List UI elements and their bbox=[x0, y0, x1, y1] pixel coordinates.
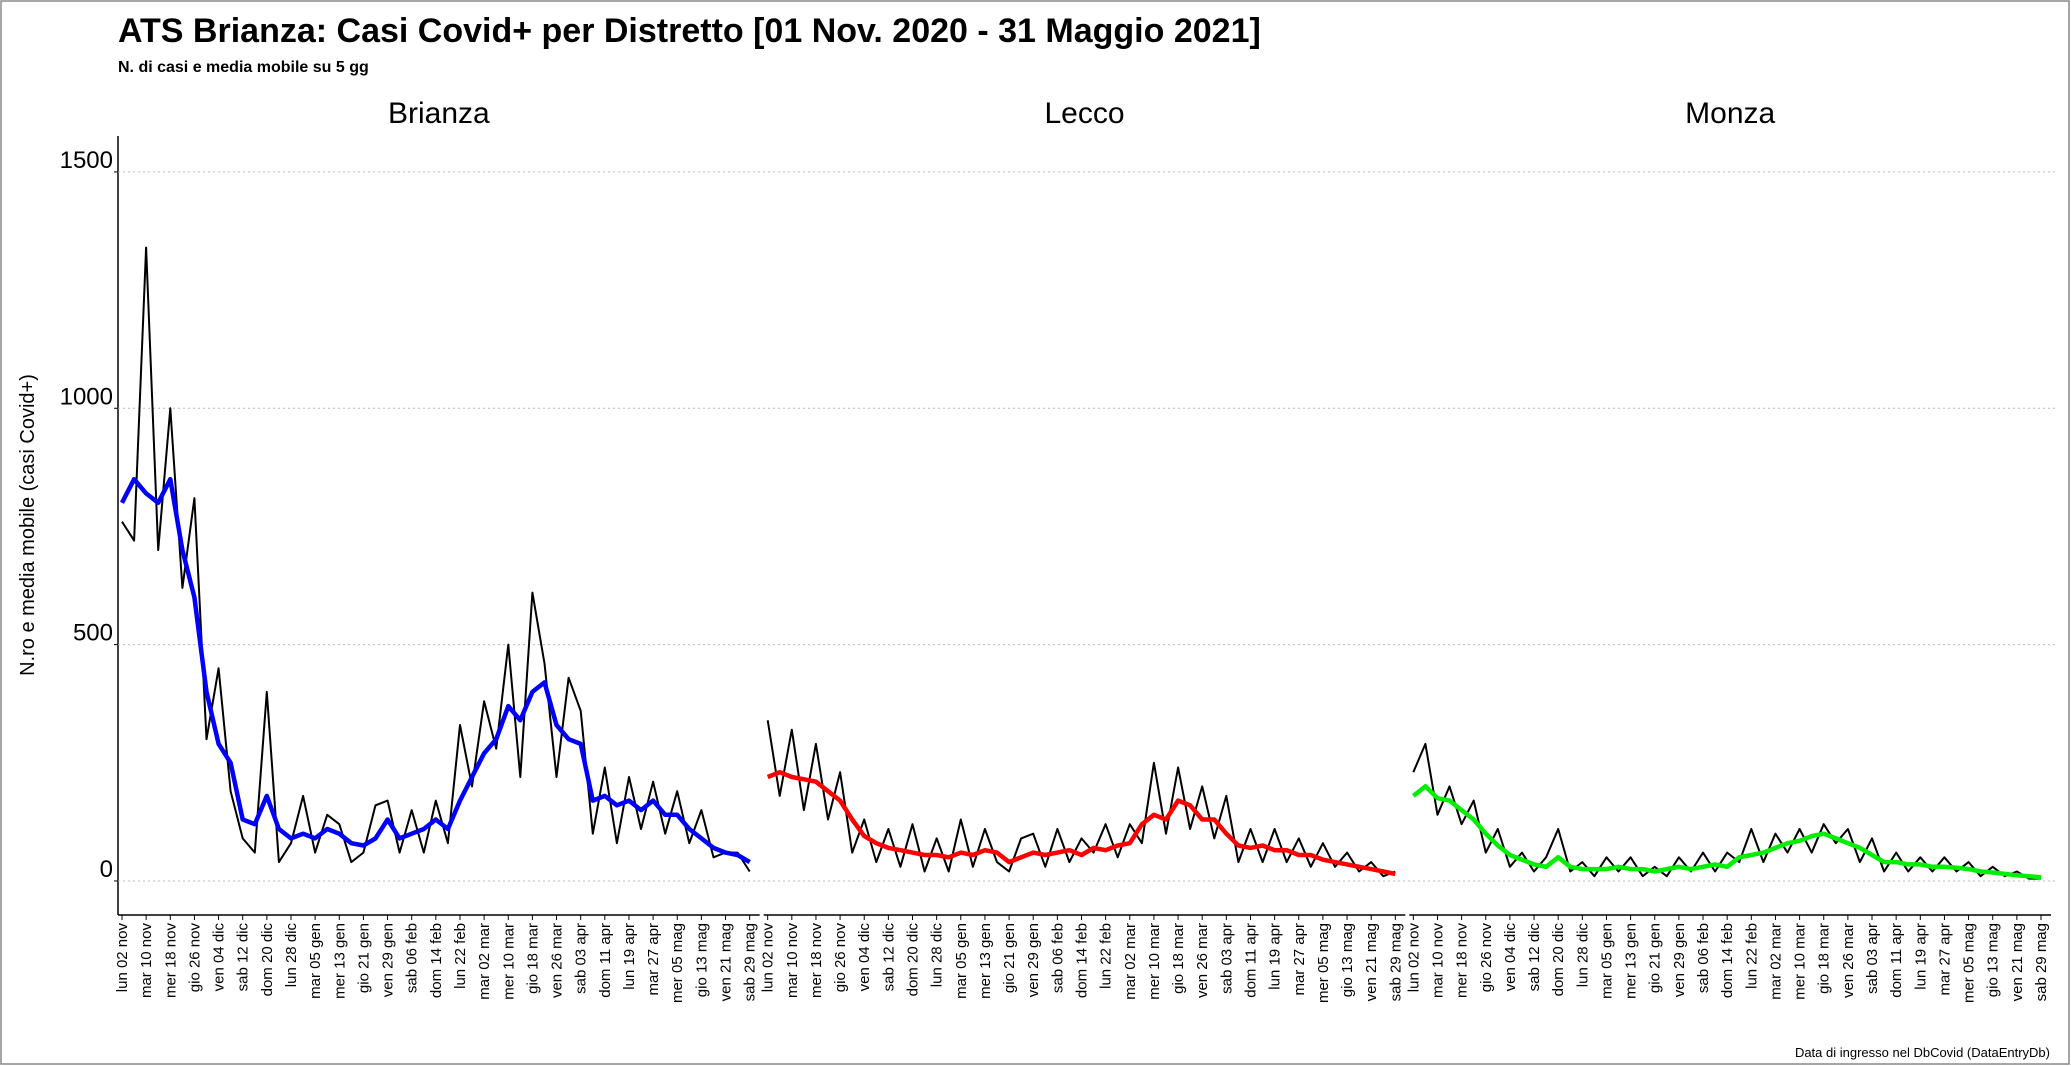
x-tick-label: sab 12 dic bbox=[880, 923, 897, 992]
x-tick-label: sab 29 mag bbox=[2033, 923, 2050, 1001]
y-tick-label: 0 bbox=[100, 856, 113, 883]
x-tick-label: mar 05 gen bbox=[307, 923, 324, 999]
x-tick-label: dom 14 feb bbox=[1719, 923, 1736, 998]
x-tick-label: mar 05 gen bbox=[953, 923, 970, 999]
x-tick-label: ven 26 mar bbox=[549, 923, 566, 998]
x-tick-label: mar 05 gen bbox=[1598, 923, 1615, 999]
x-tick-label: lun 02 nov bbox=[760, 923, 777, 993]
x-tick-label: mar 27 apr bbox=[1936, 923, 1953, 996]
x-tick-label: dom 20 dic bbox=[259, 923, 276, 997]
x-tick-label: ven 21 mag bbox=[1363, 923, 1380, 1001]
x-tick-label: gio 13 mag bbox=[1985, 923, 2002, 997]
x-tick-label: ven 21 mag bbox=[2009, 923, 2026, 1001]
x-tick-label: mar 10 nov bbox=[784, 923, 801, 999]
panel-title: Brianza bbox=[388, 97, 490, 130]
x-tick-label: dom 14 feb bbox=[428, 923, 445, 998]
x-tick-label: ven 26 mar bbox=[1840, 923, 1857, 998]
x-tick-label: lun 19 apr bbox=[621, 923, 638, 990]
x-tick-label: ven 29 gen bbox=[1025, 923, 1042, 997]
x-tick-label: sab 06 feb bbox=[1695, 923, 1712, 993]
x-tick-label: lun 28 dic bbox=[1574, 923, 1591, 988]
x-tick-label: dom 20 dic bbox=[1550, 923, 1567, 997]
x-tick-label: dom 20 dic bbox=[905, 923, 922, 997]
x-tick-label: dom 11 apr bbox=[1888, 923, 1905, 998]
x-tick-label: ven 29 gen bbox=[1671, 923, 1688, 997]
x-tick-label: mer 18 nov bbox=[1454, 923, 1471, 999]
x-tick-label: mer 10 mar bbox=[1792, 923, 1809, 1000]
y-tick-label: 1000 bbox=[60, 383, 113, 410]
x-tick-label: sab 12 dic bbox=[1526, 923, 1543, 992]
x-tick-label: mer 05 mag bbox=[669, 923, 686, 1003]
x-tick-label: mer 13 gen bbox=[331, 923, 348, 999]
x-tick-label: ven 29 gen bbox=[380, 923, 397, 997]
y-tick-label: 500 bbox=[73, 620, 113, 647]
x-tick-label: lun 22 feb bbox=[1098, 923, 1115, 989]
x-tick-label: mar 27 apr bbox=[645, 923, 662, 996]
x-tick-label: gio 21 gen bbox=[355, 923, 372, 993]
moving-average-line bbox=[766, 769, 1396, 877]
x-tick-label: mer 18 nov bbox=[808, 923, 825, 999]
moving-average-line bbox=[1411, 784, 2042, 880]
x-tick-label: mar 10 nov bbox=[138, 923, 155, 999]
x-tick-label: mar 02 mar bbox=[1767, 923, 1784, 1000]
x-tick-label: mar 02 mar bbox=[476, 923, 493, 1000]
x-tick-label: mer 05 mag bbox=[1315, 923, 1332, 1003]
panel-title: Monza bbox=[1685, 97, 1775, 130]
x-tick-label: sab 29 mag bbox=[742, 923, 759, 1001]
x-tick-label: lun 28 dic bbox=[283, 923, 300, 988]
x-tick-label: dom 11 apr bbox=[1242, 923, 1259, 998]
chart-subtitle: N. di casi e media mobile su 5 gg bbox=[118, 59, 369, 76]
x-tick-label: sab 12 dic bbox=[235, 923, 252, 992]
moving-average-line bbox=[119, 476, 751, 865]
x-tick-label: dom 11 apr bbox=[597, 923, 614, 998]
footnote: Data di ingresso nel DbCovid (DataEntryD… bbox=[1795, 1045, 2050, 1060]
x-tick-label: lun 02 nov bbox=[1405, 923, 1422, 993]
panel-title: Lecco bbox=[1044, 97, 1124, 130]
y-axis-label: N.ro e media mobile (casi Covid+) bbox=[17, 374, 39, 676]
x-tick-label: mer 10 mar bbox=[1146, 923, 1163, 1000]
x-tick-label: mer 13 gen bbox=[1623, 923, 1640, 999]
x-tick-label: gio 26 nov bbox=[1478, 923, 1495, 993]
x-tick-label: lun 28 dic bbox=[929, 923, 946, 988]
x-tick-label: gio 21 gen bbox=[1647, 923, 1664, 993]
daily-cases-line bbox=[121, 246, 751, 873]
x-tick-label: mar 10 nov bbox=[1429, 923, 1446, 999]
x-tick-label: gio 18 mar bbox=[1816, 923, 1833, 994]
x-tick-label: mer 13 gen bbox=[977, 923, 994, 999]
x-tick-label: mer 10 mar bbox=[500, 923, 517, 1000]
x-tick-label: gio 13 mag bbox=[1339, 923, 1356, 997]
x-tick-label: ven 04 dic bbox=[1502, 923, 1519, 992]
x-tick-label: lun 22 feb bbox=[1743, 923, 1760, 989]
x-tick-label: mer 05 mag bbox=[1961, 923, 1978, 1003]
x-tick-label: lun 22 feb bbox=[452, 923, 469, 989]
x-tick-label: sab 03 apr bbox=[1218, 923, 1235, 994]
x-tick-label: mer 18 nov bbox=[162, 923, 179, 999]
x-tick-label: sab 06 feb bbox=[404, 923, 421, 993]
x-tick-label: lun 19 apr bbox=[1267, 923, 1284, 990]
x-tick-label: sab 03 apr bbox=[1864, 923, 1881, 994]
x-tick-label: mar 02 mar bbox=[1122, 923, 1139, 1000]
x-tick-label: sab 06 feb bbox=[1049, 923, 1066, 993]
x-tick-label: gio 18 mar bbox=[1170, 923, 1187, 994]
x-tick-label: gio 13 mag bbox=[693, 923, 710, 997]
x-tick-label: gio 18 mar bbox=[524, 923, 541, 994]
x-tick-label: sab 03 apr bbox=[573, 923, 590, 994]
chart-title: ATS Brianza: Casi Covid+ per Distretto [… bbox=[118, 12, 1261, 50]
x-tick-label: lun 19 apr bbox=[1912, 923, 1929, 990]
x-tick-label: gio 21 gen bbox=[1001, 923, 1018, 993]
x-tick-label: ven 21 mag bbox=[718, 923, 735, 1001]
x-tick-label: lun 02 nov bbox=[114, 923, 131, 993]
x-tick-label: ven 04 dic bbox=[211, 923, 228, 992]
y-tick-label: 1500 bbox=[60, 147, 113, 174]
x-tick-label: dom 14 feb bbox=[1074, 923, 1091, 998]
x-tick-label: ven 04 dic bbox=[856, 923, 873, 992]
x-tick-label: sab 29 mag bbox=[1387, 923, 1404, 1001]
x-tick-label: gio 26 nov bbox=[186, 923, 203, 993]
x-tick-label: ven 26 mar bbox=[1194, 923, 1211, 998]
x-tick-label: gio 26 nov bbox=[832, 923, 849, 993]
x-tick-label: mar 27 apr bbox=[1291, 923, 1308, 996]
